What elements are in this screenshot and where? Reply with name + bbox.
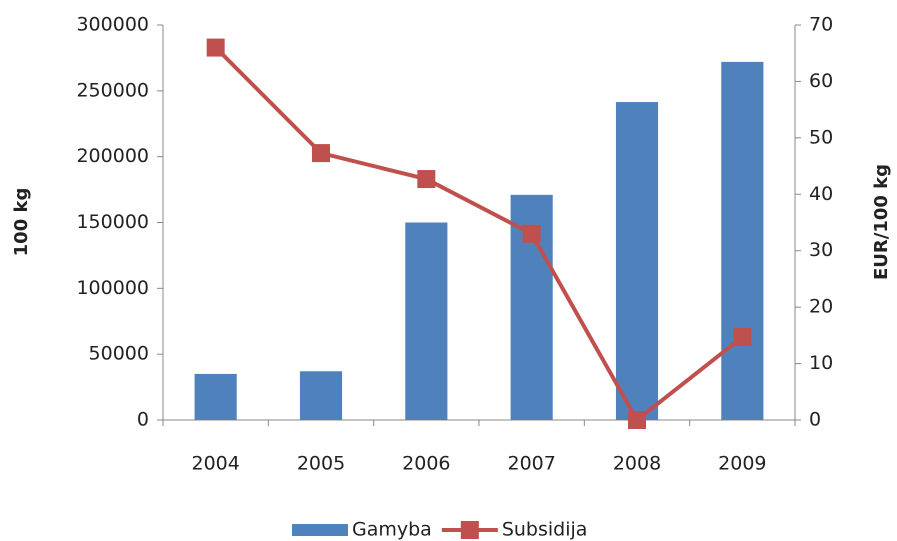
y-tick-label: 150000	[76, 211, 149, 233]
legend-label: Gamyba	[352, 519, 432, 541]
bar	[194, 373, 237, 420]
marker	[628, 411, 646, 429]
marker	[417, 170, 436, 189]
marker	[206, 38, 225, 57]
x-tick-label: 2009	[718, 453, 766, 475]
y2-tick-label: 30	[809, 239, 833, 261]
bar	[405, 222, 448, 420]
bar	[721, 61, 764, 420]
y2-axis-label: EUR/100 kg	[871, 164, 892, 280]
y2-tick-label: 50	[809, 126, 833, 148]
y2-tick-label: 20	[809, 296, 833, 318]
y2-tick-label: 0	[809, 409, 821, 431]
marker	[522, 224, 541, 243]
y-tick-label: 300000	[76, 14, 149, 36]
legend-swatch	[292, 524, 348, 536]
x-tick-label: 2006	[402, 453, 450, 475]
y-tick-label: 250000	[76, 79, 149, 101]
y-tick-label: 200000	[76, 145, 149, 167]
x-tick-label: 2004	[191, 453, 239, 475]
line	[214, 46, 744, 424]
y-tick-label: 50000	[89, 343, 149, 365]
legend-swatch	[460, 521, 479, 539]
y-tick-label: 0	[137, 409, 149, 431]
marker	[733, 328, 752, 347]
y2-tick-label: 40	[809, 183, 833, 205]
x-tick-label: 2008	[613, 453, 661, 475]
x-tick-label: 2007	[507, 453, 555, 475]
x-tick-label: 2005	[297, 453, 345, 475]
y-axis-label: 100 kg	[11, 188, 32, 257]
y2-tick-label: 10	[809, 352, 833, 374]
bar	[615, 102, 659, 421]
marker	[312, 144, 330, 163]
y2-tick-label: 60	[809, 70, 833, 92]
bar	[299, 371, 343, 420]
y2-tick-label: 70	[809, 14, 833, 36]
y-tick-label: 100000	[76, 277, 149, 299]
legend-label: Subsidija	[502, 519, 588, 541]
